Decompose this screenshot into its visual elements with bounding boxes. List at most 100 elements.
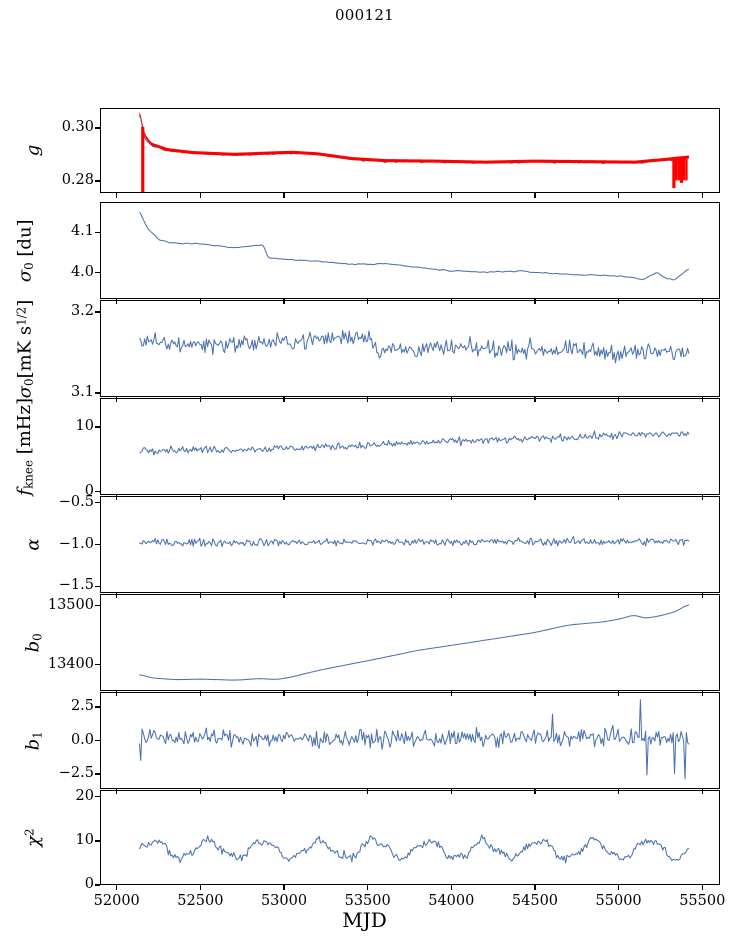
x-tick-mark <box>283 299 285 304</box>
y-tick-mark <box>95 231 100 233</box>
x-tick-mark <box>283 495 285 500</box>
y-tick-mark <box>95 543 100 546</box>
series-line-data <box>139 115 689 163</box>
x-tick-mark <box>701 593 703 598</box>
series-line-data <box>139 605 689 680</box>
x-tick-mark <box>534 789 536 794</box>
y-tick-mark <box>95 272 100 274</box>
y-tick-mark <box>95 884 100 886</box>
x-tick-mark <box>366 885 369 890</box>
x-tick-mark <box>617 299 620 304</box>
x-tick-mark <box>534 299 536 304</box>
x-tick-mark <box>199 193 202 198</box>
x-tick-mark <box>116 691 118 696</box>
y-tick-label: 2.5 <box>70 697 94 714</box>
series-line-data <box>139 537 689 547</box>
series-line-data <box>139 835 689 863</box>
x-tick-mark <box>450 299 452 304</box>
plot-area-chi2 <box>101 791 719 884</box>
x-tick-mark <box>366 193 369 198</box>
plot-area-f_knee <box>101 399 719 494</box>
y-tick-label: 3.2 <box>70 303 94 320</box>
y-axis-label-sigma0_du: σ0 [du] <box>14 218 36 282</box>
y-tick-label: 13400 <box>47 655 94 672</box>
x-tick-label: 52000 <box>93 893 140 909</box>
x-tick-mark <box>366 397 369 402</box>
series-line-data <box>139 212 689 280</box>
plot-panel-b0 <box>100 594 720 691</box>
x-tick-mark <box>283 397 285 402</box>
plot-panel-sigma0_mK <box>100 300 720 397</box>
x-tick-mark <box>366 789 369 794</box>
y-axis-label-chi2: χ2 <box>22 828 44 847</box>
x-tick-mark <box>366 691 369 696</box>
plot-panel-g <box>100 108 720 193</box>
y-axis-label-alpha: α <box>22 538 44 551</box>
x-tick-mark <box>366 299 369 304</box>
x-axis-label: MJD <box>342 908 387 932</box>
x-tick-mark <box>366 495 369 500</box>
x-tick-label: 55500 <box>679 893 726 909</box>
x-tick-mark <box>116 593 118 598</box>
y-tick-mark <box>95 392 100 394</box>
y-tick-mark <box>95 663 100 666</box>
x-tick-mark <box>116 193 118 198</box>
x-tick-mark <box>199 691 202 696</box>
y-tick-mark <box>95 739 100 742</box>
x-tick-mark <box>617 193 620 198</box>
x-tick-mark <box>450 593 452 598</box>
y-tick-mark <box>95 426 100 428</box>
x-tick-mark <box>283 691 285 696</box>
x-tick-mark <box>617 397 620 402</box>
plot-panel-sigma0_du <box>100 202 720 299</box>
x-tick-mark <box>701 193 703 198</box>
x-tick-mark <box>199 495 202 500</box>
y-axis-label-f_knee: fknee [mHz] <box>13 397 36 496</box>
plot-area-alpha <box>101 497 719 592</box>
x-tick-mark <box>534 495 536 500</box>
x-tick-mark <box>199 789 202 794</box>
plot-area-sigma0_du <box>101 203 719 298</box>
plot-area-b1 <box>101 693 719 788</box>
x-tick-mark <box>617 789 620 794</box>
x-tick-mark <box>199 593 202 598</box>
plot-panel-chi2 <box>100 790 720 885</box>
x-tick-mark <box>617 885 620 890</box>
y-tick-label: 0.30 <box>61 118 94 135</box>
x-tick-mark <box>701 789 703 794</box>
x-tick-mark <box>701 397 703 402</box>
x-tick-label: 53500 <box>344 893 391 909</box>
y-axis-label-sigma0_mK: σ0[mK s1/2] <box>13 299 36 398</box>
y-tick-label: 0.28 <box>61 172 94 189</box>
x-tick-mark <box>534 397 536 402</box>
plot-area-b0 <box>101 595 719 690</box>
y-tick-label: 4.1 <box>70 223 94 240</box>
y-tick-mark <box>95 605 100 607</box>
x-tick-mark <box>199 299 202 304</box>
series-line-data <box>139 330 689 362</box>
x-tick-mark <box>701 299 703 304</box>
y-tick-mark <box>95 311 100 313</box>
plot-panel-f_knee <box>100 398 720 495</box>
x-tick-mark <box>701 691 703 696</box>
y-tick-label: 0 <box>84 482 94 499</box>
x-tick-mark <box>283 789 285 794</box>
y-tick-mark <box>95 501 100 504</box>
x-tick-mark <box>116 885 118 890</box>
plot-area-g <box>101 111 719 192</box>
y-tick-label: 4.0 <box>70 263 94 280</box>
y-tick-mark <box>95 180 100 182</box>
y-tick-mark <box>95 840 100 842</box>
y-tick-mark <box>95 773 100 775</box>
x-tick-label: 54500 <box>511 893 559 909</box>
plot-panel-alpha <box>100 496 720 593</box>
x-tick-mark <box>450 397 452 402</box>
y-tick-label: 3.1 <box>70 383 94 400</box>
x-tick-mark <box>534 691 536 696</box>
series-line-data <box>139 700 689 779</box>
x-tick-mark <box>701 885 703 890</box>
y-axis-label-g: g <box>21 144 43 157</box>
y-tick-label: 10 <box>75 418 94 435</box>
x-tick-mark <box>450 885 452 890</box>
